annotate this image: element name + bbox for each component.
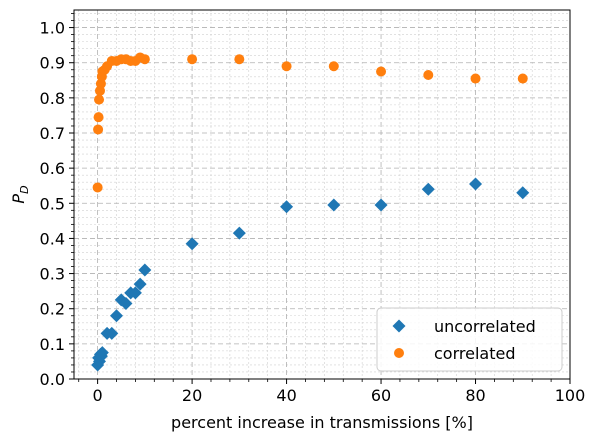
legend-label-uncorrelated: uncorrelated <box>434 317 536 336</box>
x-tick-label: 80 <box>465 386 485 405</box>
plot-frame <box>73 9 571 380</box>
legend-label-correlated: correlated <box>434 344 515 363</box>
correlated-point <box>376 66 387 77</box>
x-tick-label: 0 <box>93 386 103 405</box>
correlated-point <box>187 54 198 65</box>
uncorrelated-point <box>421 182 435 196</box>
correlated-point <box>423 70 434 81</box>
uncorrelated-point <box>133 277 147 291</box>
correlated-point <box>94 94 105 105</box>
uncorrelated-point <box>327 198 341 212</box>
uncorrelated-point <box>374 198 388 212</box>
x-axis-label: percent increase in transmissions [%] <box>171 413 473 432</box>
y-tick-label: 0.1 <box>40 335 65 354</box>
legend-marker-correlated <box>394 348 404 358</box>
uncorrelated-point <box>128 286 142 300</box>
y-tick-label: 0.5 <box>40 194 65 213</box>
uncorrelated-point <box>280 200 294 214</box>
uncorrelated-point <box>516 186 530 200</box>
y-axis-label-subscript: D <box>18 185 31 193</box>
legend-box <box>376 307 563 372</box>
x-tick-label: 100 <box>555 386 586 405</box>
axis-ticks <box>69 13 571 384</box>
uncorrelated-point <box>469 177 483 191</box>
tick-labels: 0 20 40 60 80 100 0.0 0.1 0.2 0.3 0.4 0.5 0.6 0.7 0.8 0… <box>40 19 586 405</box>
y-tick-label: 0.9 <box>40 54 65 73</box>
correlated-point <box>470 73 481 84</box>
uncorrelated-point <box>185 237 199 251</box>
uncorrelated-point <box>138 263 152 277</box>
correlated-point <box>234 54 245 65</box>
y-axis-label: PD <box>9 185 31 203</box>
uncorrelated-point <box>119 296 133 310</box>
correlated-point <box>328 61 339 72</box>
correlated-point <box>92 182 103 193</box>
legend-marker-uncorrelated <box>392 319 406 333</box>
uncorrelated-point <box>232 226 246 240</box>
x-tick-label: 60 <box>371 386 391 405</box>
minor-gridlines <box>74 10 570 379</box>
correlated-point <box>517 73 528 84</box>
correlated-point <box>93 112 104 123</box>
uncorrelated-point <box>110 309 124 323</box>
legend: uncorrelated correlated <box>376 307 563 372</box>
correlated-point <box>139 54 150 65</box>
data-points <box>91 52 530 372</box>
series-uncorrelated <box>91 177 530 372</box>
x-tick-label: 20 <box>182 386 202 405</box>
y-tick-label: 0.6 <box>40 159 65 178</box>
uncorrelated-point <box>95 346 109 360</box>
x-tick-label: 40 <box>276 386 296 405</box>
y-axis-label-main: P <box>9 194 28 204</box>
y-tick-label: 1.0 <box>40 19 65 38</box>
uncorrelated-point <box>105 326 119 340</box>
series-correlated <box>92 52 528 193</box>
correlated-point <box>93 124 104 135</box>
y-tick-label: 0.0 <box>40 370 65 389</box>
y-tick-label: 0.7 <box>40 124 65 143</box>
y-tick-label: 0.3 <box>40 265 65 284</box>
y-tick-label: 0.8 <box>40 89 65 108</box>
correlated-point <box>281 61 292 72</box>
y-tick-label: 0.4 <box>40 229 65 248</box>
y-tick-label: 0.2 <box>40 300 65 319</box>
